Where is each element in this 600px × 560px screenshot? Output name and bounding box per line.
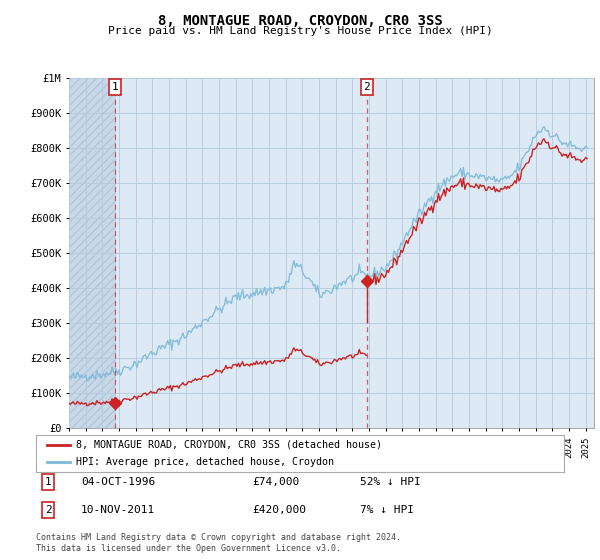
Text: 04-OCT-1996: 04-OCT-1996 [81,477,155,487]
Bar [69,78,115,428]
Text: 8, MONTAGUE ROAD, CROYDON, CR0 3SS (detached house): 8, MONTAGUE ROAD, CROYDON, CR0 3SS (deta… [76,440,382,450]
Text: 2: 2 [44,505,52,515]
Text: 52% ↓ HPI: 52% ↓ HPI [360,477,421,487]
Text: £74,000: £74,000 [252,477,299,487]
Text: 10-NOV-2011: 10-NOV-2011 [81,505,155,515]
Text: 8, MONTAGUE ROAD, CROYDON, CR0 3SS: 8, MONTAGUE ROAD, CROYDON, CR0 3SS [158,14,442,28]
Text: 1: 1 [112,82,118,92]
Text: Contains HM Land Registry data © Crown copyright and database right 2024.
This d: Contains HM Land Registry data © Crown c… [36,533,401,553]
Text: 7% ↓ HPI: 7% ↓ HPI [360,505,414,515]
Text: HPI: Average price, detached house, Croydon: HPI: Average price, detached house, Croy… [76,457,334,466]
Text: 2: 2 [364,82,370,92]
Text: £420,000: £420,000 [252,505,306,515]
Text: 1: 1 [44,477,52,487]
Text: Price paid vs. HM Land Registry's House Price Index (HPI): Price paid vs. HM Land Registry's House … [107,26,493,36]
